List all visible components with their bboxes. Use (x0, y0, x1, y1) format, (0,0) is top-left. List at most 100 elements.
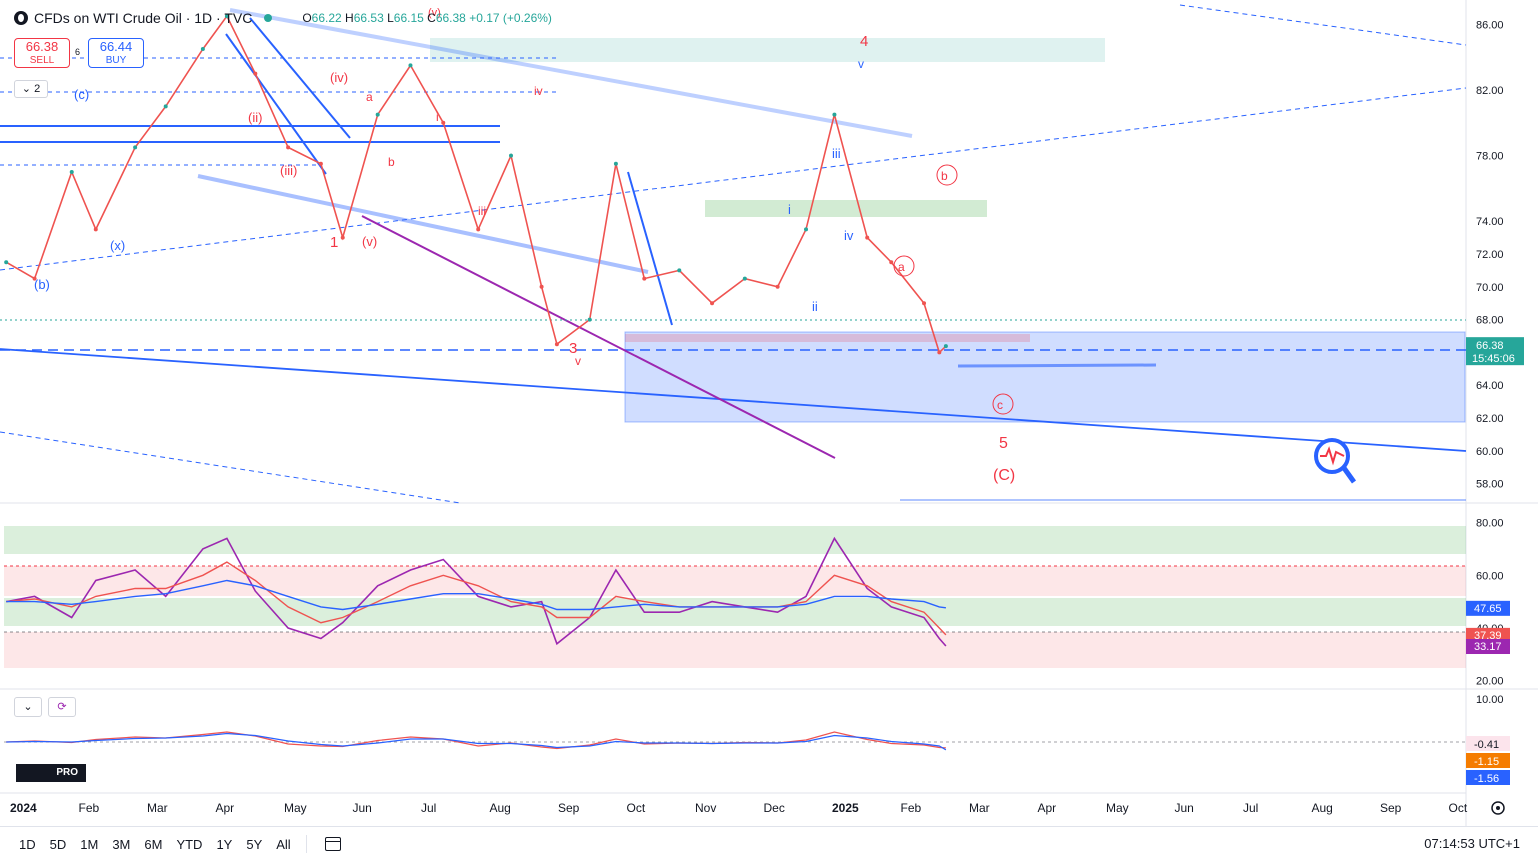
wave-label[interactable]: (v) (428, 7, 441, 19)
wave-label[interactable]: iii (832, 146, 841, 161)
price-point[interactable] (340, 235, 345, 240)
magnifier-icon[interactable] (1314, 438, 1357, 484)
wave-label[interactable]: iv (844, 228, 854, 243)
market-status-icon[interactable] (264, 14, 273, 22)
wave-label[interactable]: i (788, 202, 791, 217)
rsi-line[interactable] (6, 536, 947, 647)
wave-label[interactable]: iii (478, 204, 486, 218)
price-point[interactable] (509, 153, 514, 158)
price-point[interactable] (775, 284, 780, 289)
time-range-all[interactable]: All (276, 836, 291, 852)
wave-label[interactable]: a (898, 260, 905, 274)
trend-line[interactable] (627, 171, 673, 326)
zone-green[interactable] (705, 200, 987, 217)
chart-canvas[interactable]: 86.00 82.00 78.00 74.00 72.00 70.00 68.00 64.00… (0, 0, 1538, 826)
price-point[interactable] (889, 260, 894, 265)
time-range-6m[interactable]: 6M (144, 836, 163, 852)
price-point[interactable] (922, 301, 927, 306)
channel-line-light[interactable] (197, 174, 649, 274)
price-point[interactable] (804, 227, 809, 232)
sell-button[interactable]: 66.38 SELL (14, 38, 70, 68)
horizontal-line[interactable] (957, 363, 1157, 368)
wave-label[interactable]: c (997, 398, 1003, 412)
price-point[interactable] (677, 268, 682, 273)
price-point[interactable] (476, 227, 481, 232)
wave-label[interactable]: v (858, 57, 864, 71)
price-point[interactable] (613, 161, 618, 166)
price-point[interactable] (318, 161, 323, 166)
wave-label[interactable]: a (366, 90, 373, 104)
drawing-layer[interactable] (0, 4, 1467, 504)
time-range-3m[interactable]: 3M (112, 836, 131, 852)
time-range-1y[interactable]: 1Y (216, 836, 233, 852)
trend-line[interactable] (225, 33, 327, 175)
wave-label[interactable]: v (575, 354, 581, 368)
gear-icon[interactable] (1491, 801, 1505, 815)
price-point[interactable] (742, 276, 747, 281)
collapse-indicators-button[interactable]: ⌄ 2 (14, 80, 48, 98)
time-range-5y[interactable]: 5Y (246, 836, 263, 852)
rsi-signal-line[interactable] (6, 561, 947, 636)
wave-label[interactable]: b (941, 169, 948, 183)
price-point[interactable] (943, 344, 948, 349)
price-point[interactable] (224, 14, 229, 19)
channel-line-light[interactable] (229, 8, 913, 138)
tradingview-logo[interactable]: PRO (16, 764, 86, 782)
wave-label[interactable]: ii (812, 299, 818, 314)
price-point[interactable] (832, 112, 837, 117)
calendar-icon[interactable] (324, 837, 341, 851)
wave-label[interactable]: b (388, 155, 395, 169)
channel-line[interactable] (1179, 4, 1467, 46)
price-series-line[interactable] (5, 14, 947, 354)
chevron-down-icon[interactable]: ⌄ (14, 697, 42, 717)
price-point[interactable] (253, 71, 258, 76)
price-point[interactable] (32, 276, 37, 281)
wave-label[interactable]: 3 (569, 340, 577, 357)
wave-label[interactable]: (C) (993, 467, 1015, 484)
price-point[interactable] (587, 317, 592, 322)
channel-line[interactable] (0, 87, 1467, 271)
price-point[interactable] (441, 120, 446, 125)
time-range-1m[interactable]: 1M (80, 836, 99, 852)
symbol-legend[interactable]: CFDs on WTI Crude Oil · 1D · TVC O66.22 … (14, 10, 552, 26)
channel-line[interactable] (0, 431, 461, 504)
wave-label[interactable]: (b) (34, 277, 50, 292)
buy-button[interactable]: 66.44 BUY (88, 38, 144, 68)
rsi-ma-line[interactable] (6, 579, 946, 611)
refresh-icon[interactable]: ⟳ (48, 697, 76, 717)
price-point[interactable] (710, 301, 715, 306)
target-zone-blue[interactable] (624, 331, 1466, 423)
price-point[interactable] (200, 47, 205, 51)
price-point[interactable] (375, 112, 380, 117)
wave-label[interactable]: (v) (362, 234, 377, 249)
price-point[interactable] (286, 145, 291, 150)
symbol-title[interactable]: CFDs on WTI Crude Oil · 1D · TVC (34, 10, 253, 26)
price-point[interactable] (539, 284, 544, 289)
time-range-ytd[interactable]: YTD (176, 836, 203, 852)
wave-label[interactable]: iv (534, 84, 543, 98)
purple-trend-line[interactable] (361, 215, 836, 459)
trend-line[interactable] (0, 348, 1467, 452)
wave-label[interactable]: 5 (999, 435, 1008, 452)
wave-label[interactable]: (iii) (280, 163, 297, 178)
wave-label[interactable]: (x) (110, 238, 125, 253)
macd-signal-line[interactable] (6, 732, 947, 751)
price-point[interactable] (937, 350, 942, 355)
wave-label[interactable]: (ii) (248, 110, 262, 125)
zone-green[interactable] (430, 38, 1105, 62)
wave-label[interactable]: 1 (330, 234, 338, 251)
time-range-1d[interactable]: 1D (19, 836, 36, 852)
trend-line[interactable] (249, 17, 351, 139)
clock[interactable]: 07:14:53 UTC+1 (1424, 836, 1520, 851)
price-point[interactable] (554, 342, 559, 347)
wave-label[interactable]: (iv) (330, 70, 348, 85)
price-point[interactable] (642, 276, 647, 281)
wave-label[interactable]: 4 (860, 33, 868, 50)
price-point[interactable] (93, 227, 98, 232)
time-range-5d[interactable]: 5D (49, 836, 67, 852)
price-point[interactable] (133, 145, 138, 150)
zone-red[interactable] (625, 334, 1030, 342)
price-point[interactable] (163, 104, 168, 109)
macd-line[interactable] (6, 731, 946, 750)
wave-label[interactable]: i (436, 110, 439, 124)
